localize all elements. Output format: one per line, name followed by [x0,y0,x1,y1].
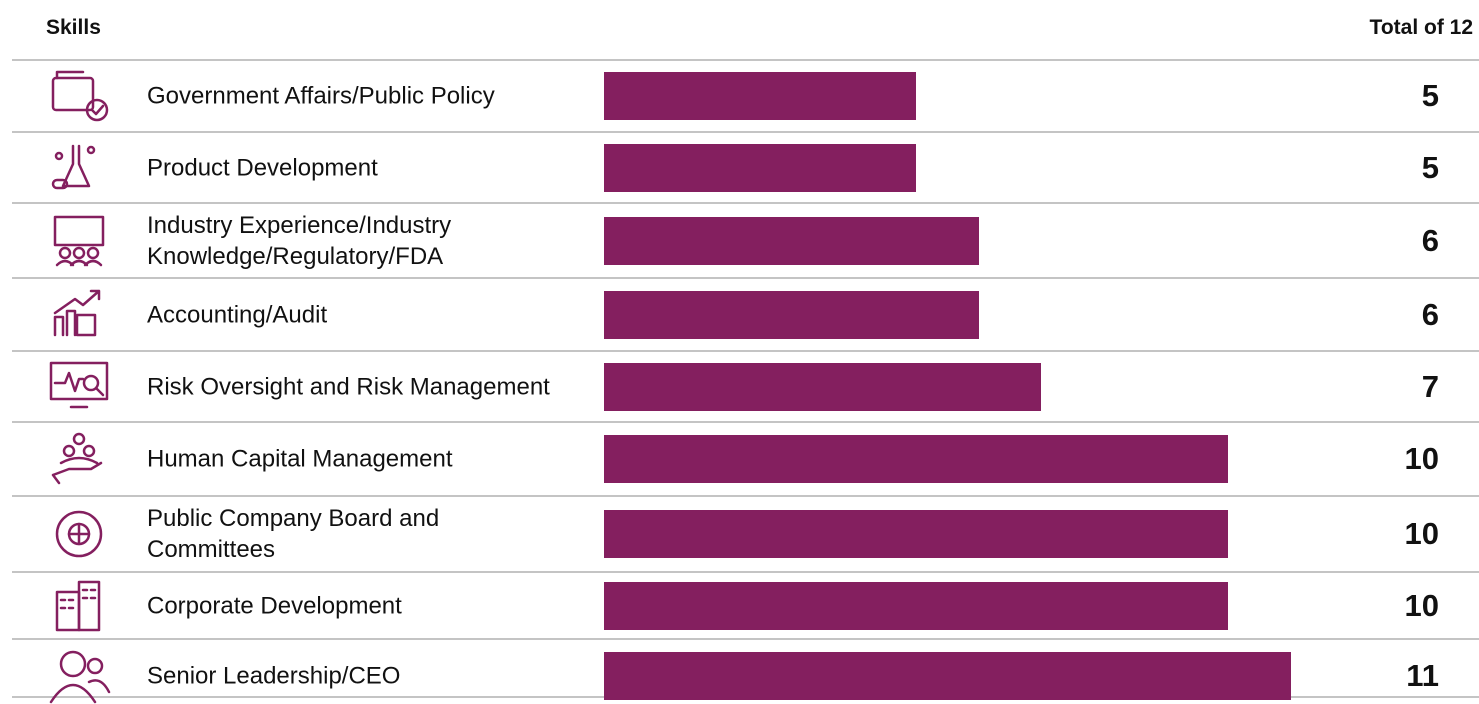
value-label: 10 [1404,441,1439,476]
row-divider [12,638,1479,640]
bar [604,72,917,120]
header-skills: Skills [46,16,101,39]
bar [604,510,1229,558]
value-label: 5 [1421,78,1439,113]
skill-icon [53,289,101,336]
skill-icon [51,432,103,485]
skill-label: Accounting/Audit [147,301,328,328]
skill-icon [55,580,101,631]
row-divider [12,571,1479,573]
bar [604,143,917,192]
value-label: 5 [1421,149,1439,185]
bar [604,290,979,339]
row-divider [12,202,1479,204]
value-label: 11 [1406,658,1439,693]
skill-icon [51,70,109,122]
value-label: 7 [1421,368,1439,404]
skill-label: Corporate Development [147,592,402,619]
skill-icon [55,510,103,558]
bar [604,652,1291,700]
bar [604,216,979,265]
row-divider [12,59,1479,61]
value-label: 6 [1421,222,1439,258]
skill-label: Industry Experience/Industry Knowledge/R… [147,211,452,270]
skill-label: Product Development [147,154,378,181]
skill-icon [53,215,105,266]
skill-label: Public Company Board and Committees [147,505,440,563]
row-divider [12,277,1479,279]
value-label: 10 [1404,516,1439,551]
bar [604,362,1041,411]
skill-label: Human Capital Management [147,445,453,473]
skill-icon [51,144,96,189]
skill-icon [49,650,111,704]
value-label: 10 [1404,587,1439,623]
row-divider [12,495,1479,497]
row-divider [12,350,1479,352]
bar [604,581,1229,630]
value-label: 6 [1421,296,1439,332]
skill-label: Risk Oversight and Risk Management [147,373,550,400]
bar [604,435,1229,483]
row-divider [12,131,1479,133]
skill-label: Senior Leadership/CEO [147,662,401,690]
header-total: Total of 12 [1369,16,1473,39]
row-divider [12,421,1479,423]
skill-icon [49,361,109,408]
skill-label: Government Affairs/Public Policy [147,82,495,110]
